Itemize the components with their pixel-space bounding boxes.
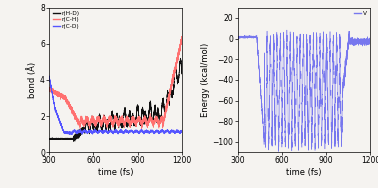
r(C-H) [177,49,182,51]
r(C-D) [82,129,87,131]
r(H-D) [130,116,135,118]
r(C-D) [152,133,156,135]
Line: r(C-D): r(C-D) [49,76,182,135]
r(H-D) [178,57,183,59]
r(C-H) [82,122,87,124]
r(C-D) [47,75,51,77]
r(C-H) [128,123,133,125]
V [243,36,248,38]
r(H-D) [177,62,182,64]
r(H-D) [82,128,87,131]
r(C-D) [47,75,51,77]
r(C-D) [177,131,182,133]
V [340,85,345,87]
V [276,150,281,153]
V [317,116,321,118]
r(H-D) [180,69,184,71]
r(C-H) [152,122,156,125]
V [319,94,323,97]
r(H-D) [54,137,59,140]
Y-axis label: bond (Å): bond (Å) [28,62,37,98]
X-axis label: time (fs): time (fs) [286,168,322,177]
Line: r(C-H): r(C-H) [49,36,182,129]
Line: V: V [238,30,370,152]
r(H-D) [47,137,51,140]
r(C-H) [130,117,135,120]
V [285,29,289,31]
Legend: r(H-D), r(C-H), r(C-D): r(H-D), r(C-H), r(C-D) [52,11,80,29]
X-axis label: time (fs): time (fs) [98,168,133,177]
r(H-D) [71,140,76,143]
r(H-D) [128,113,133,115]
V [235,36,240,38]
V [271,71,276,74]
r(C-D) [180,130,184,133]
r(H-D) [152,113,156,116]
Y-axis label: Energy (kcal/mol): Energy (kcal/mol) [201,43,210,117]
r(C-D) [54,112,59,114]
r(C-D) [70,133,74,136]
V [366,39,370,41]
r(C-H) [179,35,184,37]
r(C-H) [180,35,184,38]
Line: r(H-D): r(H-D) [49,58,182,142]
V [368,42,373,44]
r(C-D) [128,130,133,132]
r(C-H) [139,128,144,130]
Legend: V: V [353,11,367,17]
r(C-H) [54,93,59,96]
r(C-D) [130,130,135,133]
r(C-H) [47,87,51,89]
